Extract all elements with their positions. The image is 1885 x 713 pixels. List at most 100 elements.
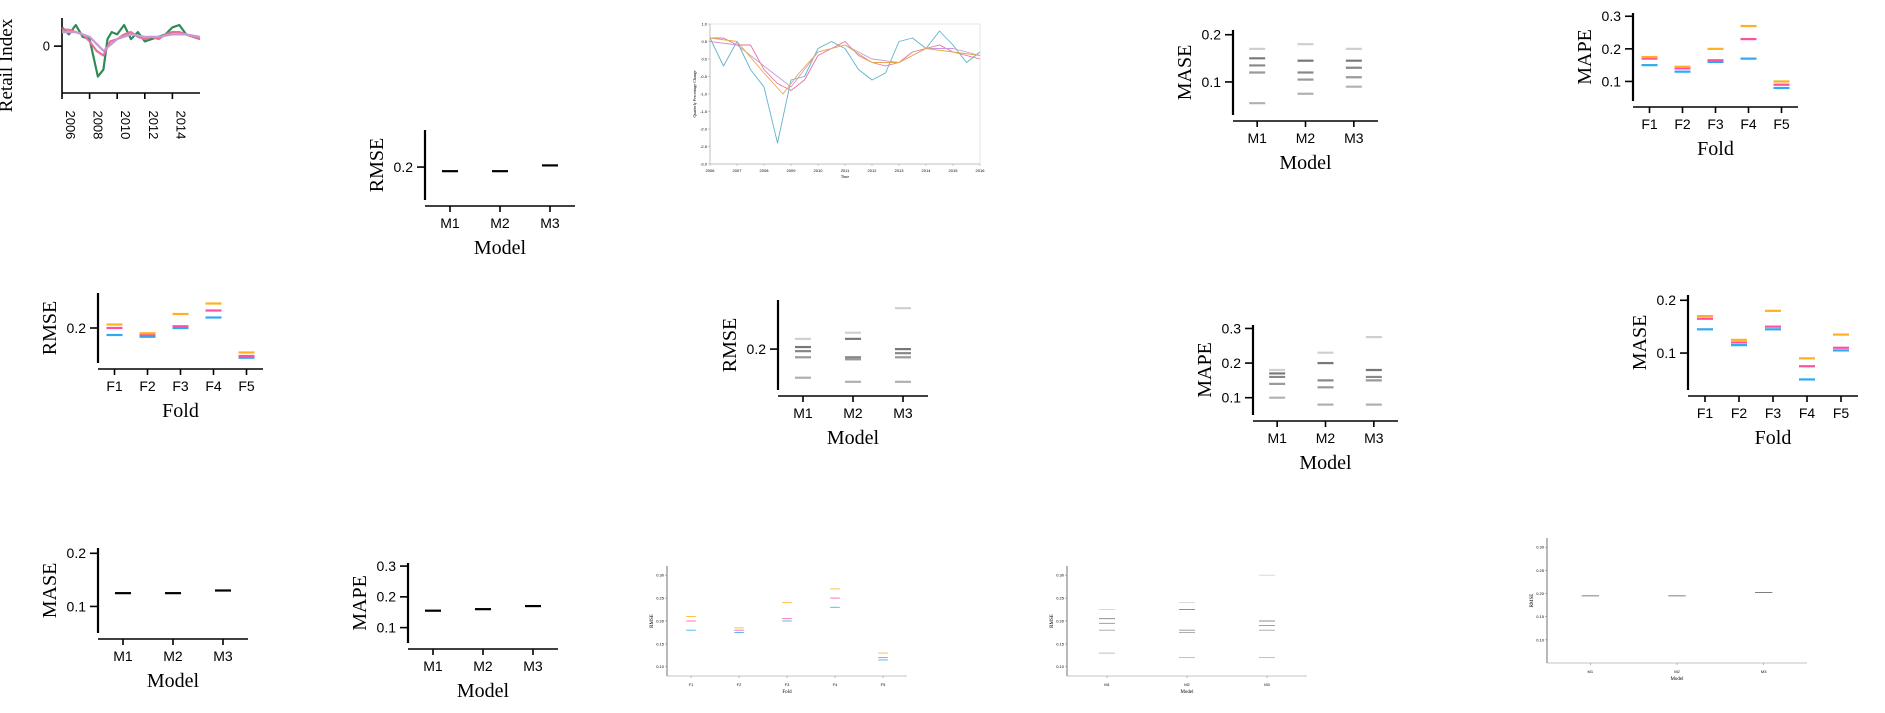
x-axis-title: Model [827,427,880,449]
x-tick-label: F5 [1773,116,1790,132]
y-axis-title: RMSE [366,138,388,192]
plot-area: 0.30 0.25 0.20 0.15 0.10 M1 M2 M3 Model RMSE [1050,566,1307,695]
plot-area: 0.2 F1 F2 F3 F4 F5 Fold RMSE [39,293,263,422]
x-axis-title: Model [147,670,200,692]
x-tick-label: M2 [490,215,510,231]
x-tick-label: 2011 [841,168,850,173]
x-tick-label: M3 [540,215,560,231]
x-tick-label: M3 [523,658,543,674]
x-tick-label: 2012 [868,168,878,173]
y-axis-title: MAPE [1194,342,1216,398]
mape-model-gray-panel: 0.1 0.2 0.3 M1 M2 M3 Model MAPE [1194,320,1430,480]
x-tick-label: M1 [440,215,460,231]
mape-fold-colored-panel: 0.1 0.2 0.3 F1 F2 F3 F4 F5 Fold MAPE [1574,5,1835,165]
y-axis-title: MASE [1174,45,1196,101]
x-axis-title: Fold [1755,427,1792,449]
y-tick-label: 0.20 [656,618,665,623]
y-axis-title: MASE [1629,315,1651,371]
plot-area: 0.30 0.25 0.20 0.15 0.10 F1 F2 F3 F4 F5 Fold RMSE [650,566,907,695]
plot-area: 0.1 0.2 0.3 M1 M2 M3 Model MAPE [1194,320,1398,474]
y-tick-label: 0.15 [1056,641,1065,646]
x-tick-label: 2010 [814,168,824,173]
y-tick-label: 0.2 [747,341,767,357]
x-tick-label: F3 [1707,116,1724,132]
y-tick-label: 0 [43,39,50,54]
y-axis-title: RMSE [39,301,61,355]
x-tick-label: 2014 [922,168,932,173]
mase-model-mean-panel: 0.1 0.2 M1 M2 M3 Model MASE [39,540,275,700]
y-tick-label: 0.20 [1536,591,1545,596]
plot-area: 0.1 0.2 M1 M2 M3 Model MASE [39,545,248,692]
y-tick-label: 0.1 [1202,74,1222,90]
rmse-model-mean-small-chart: 0.30 0.25 0.20 0.15 0.10 M1 M2 M3 Model RMSE [1530,538,1807,682]
rmse-model-mean-panel: 0.2 M1 M2 M3 Model RMSE [365,125,595,285]
x-tick-label: 2008 [91,110,106,139]
y-axis-title: Quarterly Percentage Change [692,70,697,117]
y-tick-label: 0.1 [1222,390,1242,406]
y-tick-label: 0.2 [394,159,414,175]
x-tick-label: M2 [163,648,183,664]
y-tick-label: -3.0 [700,161,708,166]
y-tick-label: 0.3 [377,558,397,574]
x-tick-label: 2016 [976,168,986,173]
rmse-model-mean-small-panel: 0.30 0.25 0.20 0.15 0.10 M1 M2 M3 Model RMSE [1525,530,1815,695]
x-tick-label: F5 [238,378,255,394]
y-tick-label: 0.1 [67,598,87,614]
x-tick-label: M2 [843,405,863,421]
x-tick-label: F3 [785,682,790,687]
x-axis-title: Model [457,680,510,702]
y-tick-label: 0.15 [656,641,665,646]
x-axis-title: Model [1299,452,1352,474]
plot-area: 0.1 0.2 0.3 M1 M2 M3 Model MAPE [349,558,558,702]
x-tick-label: M2 [1316,430,1336,446]
x-tick-label: M3 [1761,669,1767,674]
x-tick-label: F1 [689,682,694,687]
x-tick-label: 2015 [949,168,959,173]
x-tick-label: M2 [1674,669,1680,674]
x-tick-label: F3 [172,378,189,394]
x-tick-label: M3 [1364,430,1384,446]
rmse-model-mean-chart: 0.2 M1 M2 M3 Model RMSE [366,130,575,259]
x-tick-label: M2 [1296,130,1316,146]
y-tick-label: 0.2 [1657,292,1677,308]
x-tick-label: M1 [423,658,443,674]
rmse-fold-colored-panel: 0.2 F1 F2 F3 F4 F5 Fold RMSE [39,285,290,445]
x-tick-label: M1 [1588,669,1594,674]
x-tick-label: 2009 [787,168,797,173]
x-axis-title: Time [841,174,850,179]
x-tick-label: 2006 [63,110,78,139]
x-tick-label: F1 [1641,116,1658,132]
x-axis-title: Model [474,237,527,259]
plot-area: 0.1 0.2 0.3 F1 F2 F3 F4 F5 Fold MAPE [1574,8,1798,160]
x-tick-label: M3 [893,405,913,421]
y-tick-label: 0.1 [1602,73,1622,89]
y-tick-label: 0.15 [1536,614,1545,619]
x-tick-label: M2 [1184,682,1190,687]
x-axis-title: Model [1670,677,1684,682]
rmse-fold-small-panel: 0.30 0.25 0.20 0.15 0.10 F1 F2 F3 F4 F5 Fold RMSE [645,560,920,695]
y-tick-label: 0.5 [701,39,707,44]
x-tick-label: F4 [833,682,838,687]
x-tick-label: F4 [1799,405,1816,421]
y-tick-label: 0.3 [1222,320,1242,336]
plot-area: 0.30 0.25 0.20 0.15 0.10 M1 M2 M3 Model RMSE [1530,538,1807,682]
x-tick-label: M1 [793,405,813,421]
y-tick-label: 0.30 [1536,545,1545,550]
y-tick-label: 0.25 [656,595,665,600]
mase-model-mean-chart: 0.1 0.2 M1 M2 M3 Model MASE [39,545,248,692]
x-tick-label: F2 [1731,405,1748,421]
rmse-model-gray-panel: 0.2 M1 M2 M3 Model RMSE [719,295,955,460]
y-axis-title: Retail Index [0,18,17,112]
x-axis-title: Fold [162,400,199,422]
y-axis-title: RMSE [1050,614,1055,628]
y-axis-title: MAPE [1574,29,1596,85]
quarterly-change-chart: 1.0 0.5 0.0 -0.5 -1.0 -1.5 -2.0 -2.5 -3.0 2006 200… [692,21,986,179]
y-axis-title: MASE [39,563,61,619]
x-tick-label: F4 [205,378,222,394]
x-tick-label: M3 [1264,682,1270,687]
x-tick-label: 2007 [733,168,743,173]
series-line [62,30,201,52]
y-axis-title: MAPE [349,575,371,631]
y-tick-label: 1.0 [701,21,707,26]
y-tick-label: 0.10 [1536,637,1545,642]
